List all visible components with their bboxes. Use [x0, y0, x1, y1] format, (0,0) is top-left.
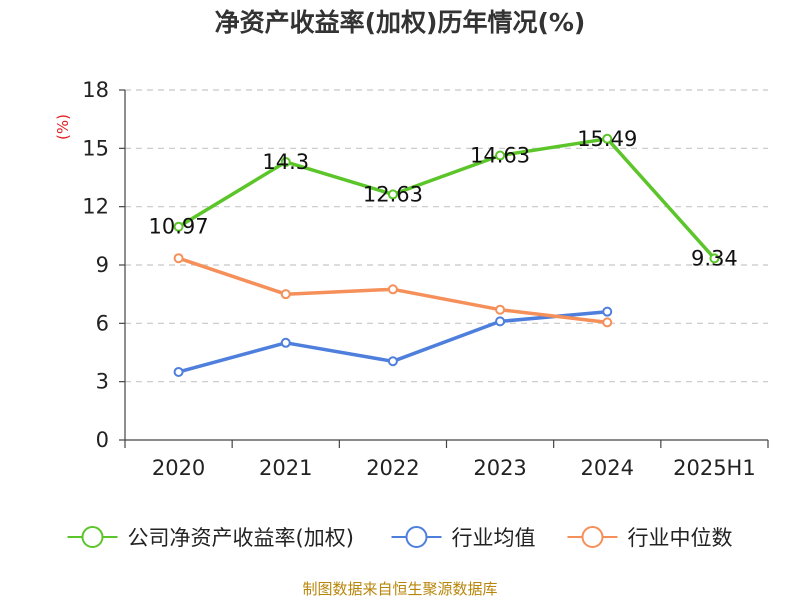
y-tick-label: 18: [82, 78, 109, 102]
data-point: [173, 221, 184, 232]
series-lines: [173, 133, 720, 377]
y-tick-label: 0: [96, 428, 109, 452]
x-tick-label: 2025H1: [673, 456, 756, 480]
y-tick-label: 3: [96, 370, 109, 394]
data-point: [280, 156, 291, 167]
legend-marker: [405, 526, 428, 548]
x-tick-label: 2022: [366, 456, 419, 480]
data-point: [709, 253, 720, 264]
legend-label: 公司净资产收益率(加权): [128, 526, 354, 550]
data-point: [602, 317, 613, 328]
legend-item: 公司净资产收益率(加权): [67, 526, 354, 550]
y-tick-label: 9: [96, 253, 109, 277]
axes: 0 3 6 9 12 15 18 2020 2021 2022 2023 2024 2025H1: [82, 78, 769, 480]
y-axis-unit-label: (%): [54, 114, 72, 140]
data-point: [387, 356, 398, 367]
y-tick-label: 15: [82, 136, 109, 160]
data-labels: 10.97 14.3 12.63 14.63 15.49 9.34: [149, 127, 738, 271]
y-tick-label: 6: [96, 311, 109, 335]
data-label: 14.3: [262, 150, 309, 174]
data-point: [173, 253, 184, 264]
data-point: [495, 316, 506, 327]
data-point: [173, 366, 184, 377]
data-label: 15.49: [577, 127, 637, 151]
source-note: 制图数据来自恒生聚源数据库: [302, 580, 497, 598]
data-point: [280, 289, 291, 300]
legend-label: 行业均值: [452, 526, 536, 550]
series-line-0: [176, 137, 717, 261]
data-label: 10.97: [149, 215, 209, 239]
data-point: [387, 189, 398, 200]
grid-lines: [125, 89, 768, 383]
y-tick-label: 12: [82, 195, 109, 219]
legend-label: 行业中位数: [628, 526, 733, 550]
data-point: [602, 133, 613, 144]
legend: 公司净资产收益率(加权) 行业均值 行业中位数: [67, 526, 733, 550]
data-label: 9.34: [691, 246, 738, 270]
data-point: [387, 284, 398, 295]
data-point: [280, 337, 291, 348]
chart-title: 净资产收益率(加权)历年情况(%): [215, 8, 586, 37]
x-tick-label: 2021: [259, 456, 312, 480]
legend-marker: [81, 526, 104, 548]
x-tick-label: 2020: [152, 456, 205, 480]
legend-item: 行业中位数: [567, 526, 733, 550]
data-point: [602, 306, 613, 317]
x-tick-label: 2023: [473, 456, 526, 480]
data-label: 12.63: [363, 182, 423, 206]
legend-marker: [581, 526, 604, 548]
data-point: [495, 150, 506, 161]
x-tick-label: 2024: [581, 456, 634, 480]
data-point: [495, 304, 506, 315]
legend-item: 行业均值: [391, 526, 536, 550]
data-label: 14.63: [470, 144, 530, 168]
